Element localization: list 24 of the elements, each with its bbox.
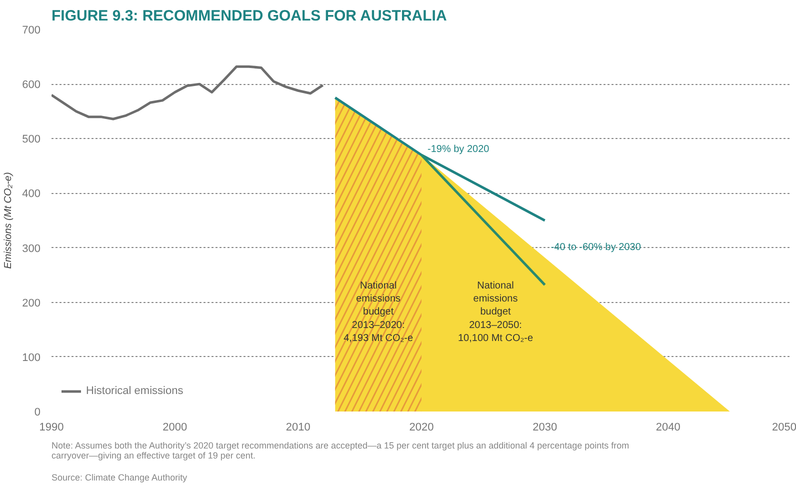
y-tick-label: 0 <box>34 406 41 418</box>
annotation: National emissions budget 2013–2020: 4,193 Mt CO₂-e <box>344 280 414 344</box>
legend-label: Historical emissions <box>86 385 184 397</box>
x-tick-label: 2020 <box>409 422 434 434</box>
x-tick-label: 2040 <box>656 422 680 434</box>
y-tick-label: 300 <box>22 242 41 255</box>
y-tick-label: 500 <box>22 134 41 146</box>
y-axis-title: Emissions (Mt CO₂-e) <box>3 172 14 269</box>
chart-title: FIGURE 9.3: RECOMMENDED GOALS FOR AUSTRALIA <box>52 8 447 24</box>
y-tick-label: 100 <box>22 352 41 364</box>
x-tick-label: 2050 <box>772 422 796 434</box>
y-tick-label: 600 <box>22 79 41 92</box>
y-tick-label: 200 <box>22 297 41 310</box>
x-tick-label: 1990 <box>39 422 64 434</box>
source-note: Source: Climate Change Authority <box>52 472 188 482</box>
y-tick-label: 700 <box>22 24 41 36</box>
x-tick-label: 2010 <box>286 422 310 434</box>
y-tick-label: 400 <box>22 188 41 200</box>
annotation: National emissions budget 2013–2050: 10,100 Mt CO₂-e <box>458 280 534 344</box>
x-tick-label: 2030 <box>532 422 558 434</box>
annotation: -19% by 2020 <box>428 144 490 156</box>
text: Note: Assumes both the Authority’s 2020 target recommendations are accepted—a 15 per cent target plus an additional 4 percentage points from carryover—giving an effective target of 19 per cent. <box>52 440 630 460</box>
x-tick-label: 2000 <box>162 422 188 434</box>
annotation: -40 to -60% by 2030 <box>550 242 642 254</box>
